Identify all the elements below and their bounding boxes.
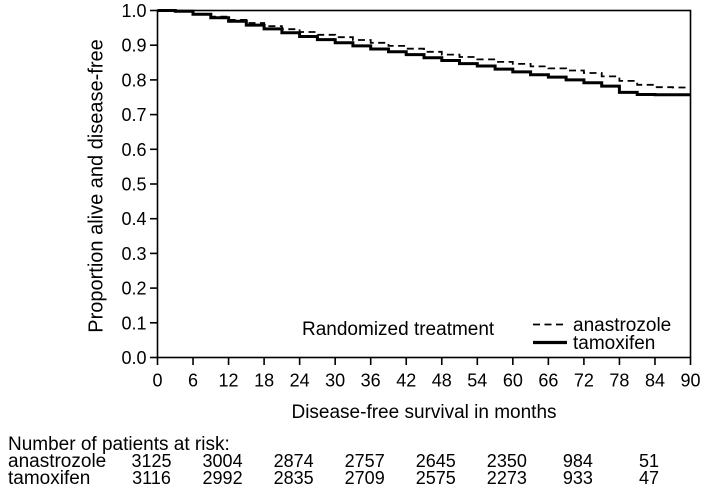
at-risk-count: 2575 — [415, 468, 456, 488]
x-tick-label: 78 — [609, 371, 629, 391]
at-risk-heading: Number of patients at risk: — [8, 434, 230, 455]
x-tick-label: 24 — [290, 371, 310, 391]
legend-label-tamoxifen: tamoxifen — [573, 333, 656, 354]
x-tick-label: 36 — [361, 371, 381, 391]
at-risk-count: 2757 — [344, 451, 385, 471]
y-tick-label: 0.3 — [121, 244, 146, 264]
x-tick-label: 84 — [645, 371, 665, 391]
at-risk-count: 2874 — [273, 451, 314, 471]
plot-frame — [156, 9, 692, 359]
y-tick-label: 0.4 — [121, 209, 146, 229]
y-tick-label: 0.2 — [121, 279, 146, 299]
y-tick-label: 0.0 — [121, 348, 146, 368]
x-tick-label: 42 — [396, 371, 416, 391]
y-tick-label: 0.8 — [121, 70, 146, 90]
anastrozole-curve — [157, 9, 691, 89]
y-tick-label: 0.1 — [121, 313, 146, 333]
at-risk-count: 3116 — [132, 468, 171, 488]
at-risk-count: 2992 — [202, 468, 243, 488]
at-risk-count: 984 — [562, 451, 593, 471]
x-tick-label: 90 — [680, 371, 700, 391]
x-tick-label: 6 — [188, 371, 198, 391]
x-tick-label: 72 — [574, 371, 594, 391]
at-risk-count: 47 — [638, 468, 659, 488]
at-risk-row-tamoxifen: tamoxifen 3116 2992 2835 2709 2575 2273 933 47 — [0, 468, 706, 489]
legend-title: Randomized treatment — [302, 319, 495, 340]
at-risk-count: 933 — [562, 468, 593, 488]
y-tick-label: 1.0 — [121, 1, 146, 21]
x-tick-label: 54 — [467, 371, 487, 391]
x-axis-label: Disease-free survival in months — [291, 402, 557, 423]
at-risk-count: 2273 — [486, 468, 527, 488]
at-risk-row-label: anastrozole — [8, 451, 107, 472]
x-tick-label: 18 — [254, 371, 274, 391]
at-risk-count: 2709 — [344, 468, 385, 488]
x-tick-label: 66 — [538, 371, 558, 391]
at-risk-row-anastrozole: anastrozole 3125 3004 2874 2757 2645 2350 984 5… — [0, 451, 706, 472]
x-tick-label: 0 — [152, 371, 162, 391]
y-tick-label: 0.6 — [121, 140, 146, 160]
plot-svg: 0.0 0.1 0.2 0.3 0.4 0.5 0.6 0.7 0.8 0.9 1.0 0 6 12 18 2… — [121, 1, 700, 391]
tamoxifen-curve — [157, 9, 691, 97]
x-tick-label: 12 — [219, 371, 239, 391]
legend-label-anastrozole: anastrozole — [573, 315, 672, 336]
at-risk-count: 2350 — [486, 451, 527, 471]
at-risk-count: 3125 — [131, 451, 172, 471]
x-tick-label: 30 — [325, 371, 345, 391]
y-tick-label: 0.9 — [121, 36, 146, 56]
x-tick-label: 48 — [432, 371, 452, 391]
at-risk-count: 2835 — [273, 468, 314, 488]
at-risk-count: 3004 — [202, 451, 243, 471]
x-tick-label: 60 — [503, 371, 523, 391]
at-risk-count: 2645 — [415, 451, 456, 471]
at-risk-count: 51 — [638, 451, 659, 471]
y-axis-label: Proportion alive and disease-free — [85, 39, 108, 333]
at-risk-row-label: tamoxifen — [8, 468, 91, 489]
y-tick-label: 0.5 — [121, 175, 146, 195]
y-tick-label: 0.7 — [121, 105, 146, 125]
